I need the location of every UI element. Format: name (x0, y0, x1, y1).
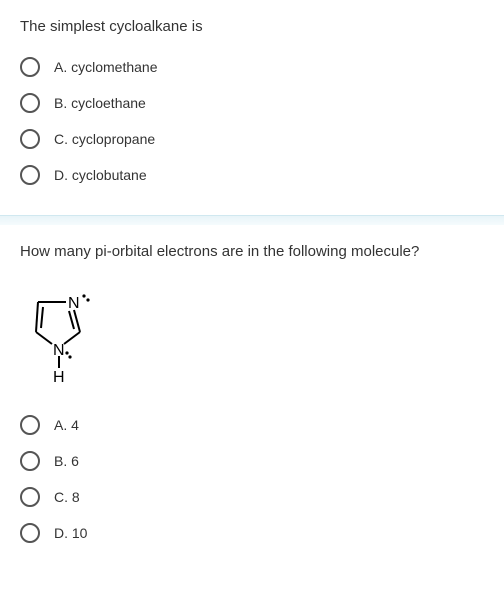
question-1-prompt: The simplest cycloalkane is (20, 18, 484, 35)
q1-option-b[interactable]: B. cycloethane (20, 93, 484, 113)
radio-icon (20, 451, 40, 471)
question-2: How many pi-orbital electrons are in the… (0, 225, 504, 573)
q1-option-c[interactable]: C. cyclopropane (20, 129, 484, 149)
question-2-prompt: How many pi-orbital electrons are in the… (20, 243, 484, 260)
question-divider (0, 215, 504, 225)
option-label: B. cycloethane (54, 95, 146, 111)
q2-option-d[interactable]: D. 10 (20, 523, 484, 543)
q2-option-c[interactable]: C. 8 (20, 487, 484, 507)
radio-icon (20, 523, 40, 543)
atom-n-bottom: N (53, 342, 65, 359)
option-label: D. cyclobutane (54, 167, 147, 183)
q1-option-d[interactable]: D. cyclobutane (20, 165, 484, 185)
radio-icon (20, 93, 40, 113)
atom-h: H (53, 369, 65, 386)
q1-option-a[interactable]: A. cyclomethane (20, 57, 484, 77)
molecule-structure: N N H (26, 282, 484, 397)
q2-option-b[interactable]: B. 6 (20, 451, 484, 471)
option-label: D. 10 (54, 525, 87, 541)
question-1: The simplest cycloalkane is A. cyclometh… (0, 0, 504, 215)
atom-n-top: N (68, 295, 80, 312)
lone-pair-dot (65, 351, 68, 354)
radio-icon (20, 57, 40, 77)
radio-icon (20, 415, 40, 435)
lone-pair-dot (86, 298, 89, 301)
lone-pair-dot (82, 294, 85, 297)
lone-pair-dot (68, 355, 71, 358)
option-label: A. cyclomethane (54, 59, 158, 75)
radio-icon (20, 165, 40, 185)
radio-icon (20, 129, 40, 149)
q2-option-a[interactable]: A. 4 (20, 415, 484, 435)
option-label: C. cyclopropane (54, 131, 155, 147)
molecule-svg: N N H (26, 282, 106, 392)
option-label: A. 4 (54, 417, 79, 433)
radio-icon (20, 487, 40, 507)
option-label: B. 6 (54, 453, 79, 469)
option-label: C. 8 (54, 489, 80, 505)
